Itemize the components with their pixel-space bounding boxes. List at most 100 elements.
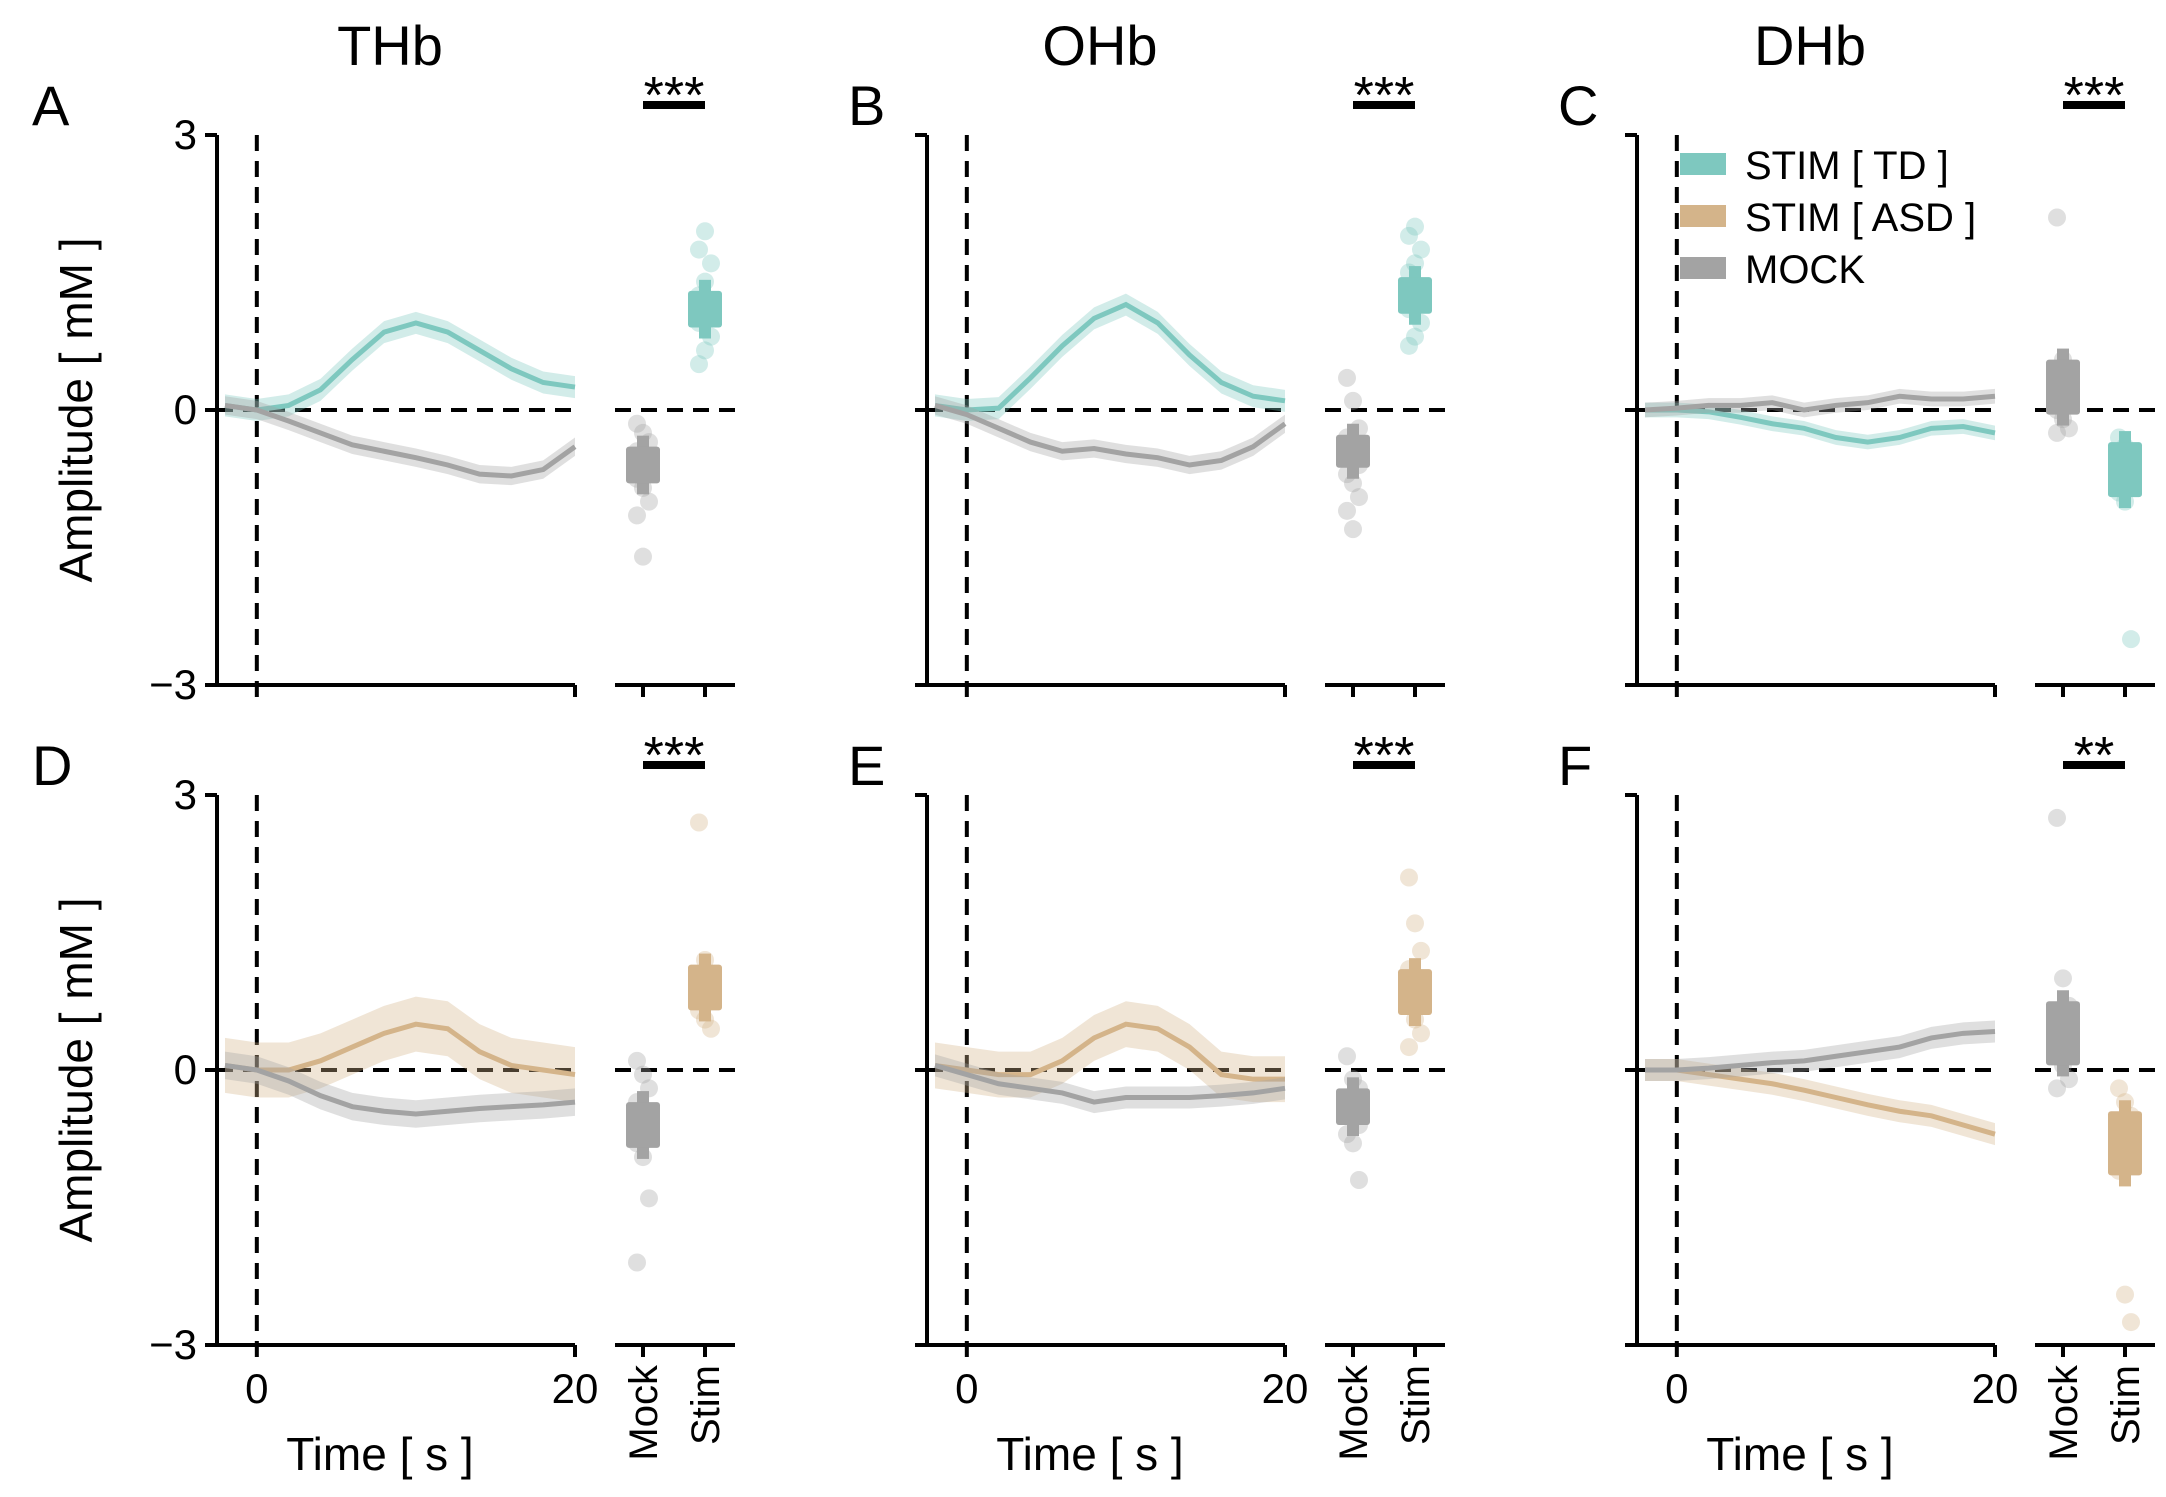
stim-subject-point: [696, 341, 714, 360]
x-axis-label: Time [ s ]: [996, 1428, 1183, 1480]
panel-letter: F: [1558, 734, 1592, 797]
stim-subject-point: [1412, 240, 1430, 259]
panel-c: C DHb ***: [1558, 14, 2155, 697]
mock-mean-marker: [2046, 1001, 2080, 1066]
mock-subject-point: [628, 1051, 646, 1070]
mock-subject-point: [1344, 474, 1362, 493]
mock-mean-marker: [1336, 434, 1370, 468]
panel-letter: C: [1558, 74, 1598, 137]
y-tick-label: −3: [149, 1321, 197, 1368]
panel-title: OHb: [1042, 14, 1157, 77]
mock-mean-marker: [2046, 359, 2080, 415]
mock-subject-point: [2048, 423, 2066, 442]
stim-mean-marker: [1398, 969, 1432, 1015]
series-line-mock: [1645, 1029, 1996, 1073]
series-line-mock: [1644, 393, 1996, 413]
mock-subject-point: [2048, 808, 2066, 827]
y-tick-label: 0: [174, 386, 197, 433]
y-axis-label: Amplitude [ mM ]: [50, 237, 102, 582]
legend-label: STIM [ TD ]: [1745, 144, 1949, 188]
mock-subject-point: [1338, 368, 1356, 387]
x-tick-label: 0: [245, 1365, 268, 1412]
series-band-mock: [225, 396, 575, 486]
panel-title: DHb: [1754, 14, 1866, 77]
panel-letter: D: [32, 734, 72, 797]
stim-subject-point: [1406, 914, 1424, 933]
stim-mean-marker: [688, 964, 722, 1011]
series-line-td: [934, 301, 1286, 413]
panel-title: THb: [337, 14, 443, 77]
panel-letter: A: [32, 74, 70, 137]
mock-tick-label: Mock: [2042, 1364, 2086, 1461]
panel-a: A THb 3 0 −3 *** Amplitude [ mM ]: [32, 14, 735, 708]
mock-subject-point: [628, 506, 646, 525]
mock-subject-point: [1338, 1047, 1356, 1066]
x-tick-label: 0: [955, 1365, 978, 1412]
x-axis-label: Time [ s ]: [1706, 1428, 1893, 1480]
stim-subject-point: [702, 1019, 720, 1038]
y-axis-label: Amplitude [ mM ]: [50, 897, 102, 1242]
legend: STIM [ TD ] STIM [ ASD ] MOCK: [1680, 144, 1976, 292]
panel-b: B OHb ***: [848, 14, 1445, 697]
stim-subject-point: [1400, 336, 1418, 355]
x-tick-label: 20: [552, 1365, 599, 1412]
mock-subject-point: [1338, 501, 1356, 520]
legend-swatch: [1680, 257, 1726, 279]
legend-swatch: [1680, 205, 1726, 227]
series-line-asd: [224, 1021, 576, 1078]
y-tick-label: 3: [174, 771, 197, 818]
mock-tick-label: Mock: [622, 1364, 666, 1461]
mock-subject-point: [634, 547, 652, 566]
stim-tick-label: Stim: [1394, 1365, 1438, 1445]
stim-subject-point: [696, 222, 714, 241]
mock-subject-point: [2054, 969, 2072, 988]
mock-subject-point: [640, 492, 658, 511]
stim-subject-point: [2122, 630, 2140, 649]
series-line-asd: [1645, 1067, 1996, 1137]
mock-subject-point: [1350, 488, 1368, 507]
stim-mean-marker: [1398, 277, 1432, 314]
stim-subject-point: [1412, 941, 1430, 960]
y-tick-label: 0: [174, 1046, 197, 1093]
x-tick-label: 20: [1972, 1365, 2019, 1412]
stim-subject-point: [702, 254, 720, 273]
significance-stars: **: [2074, 727, 2114, 785]
mock-subject-point: [1350, 1171, 1368, 1189]
series-line-td: [224, 320, 576, 413]
mock-tick-label: Mock: [1332, 1364, 1376, 1461]
stim-subject-point: [1400, 868, 1418, 887]
stim-subject-point: [1406, 217, 1424, 236]
stim-subject-point: [2110, 1079, 2128, 1098]
stim-subject-point: [1406, 327, 1424, 346]
mock-subject-point: [2048, 1079, 2066, 1098]
mock-subject-point: [634, 1065, 652, 1084]
stim-mean-marker: [2108, 1111, 2142, 1176]
stim-subject-point: [690, 240, 708, 259]
stim-subject-point: [2122, 1313, 2140, 1332]
legend-label: STIM [ ASD ]: [1745, 196, 1976, 240]
stim-subject-point: [1412, 1024, 1430, 1043]
stim-tick-label: Stim: [684, 1365, 728, 1445]
series-band-td: [935, 293, 1285, 421]
panel-letter: E: [848, 734, 885, 797]
panel-d: D 3 0 −3 0 20 Mock Stim *** Amplitude [ mM ] Time …: [32, 727, 735, 1480]
mock-subject-point: [1344, 520, 1362, 539]
stim-subject-point: [1400, 1038, 1418, 1057]
x-tick-label: 0: [1665, 1365, 1688, 1412]
mock-subject-point: [628, 414, 646, 433]
mock-subject-point: [1344, 391, 1362, 410]
series-line-mock: [224, 402, 577, 479]
stim-subject-point: [690, 355, 708, 374]
series-band-mock: [1645, 388, 1995, 418]
significance-stars: ***: [1354, 67, 1415, 125]
mock-subject-point: [1344, 1134, 1362, 1153]
legend-swatch: [1680, 153, 1726, 175]
y-tick-label: −3: [149, 661, 197, 708]
mock-mean-marker: [1336, 1088, 1370, 1125]
stim-mean-marker: [2108, 442, 2142, 498]
x-axis-label: Time [ s ]: [286, 1428, 473, 1480]
mock-subject-point: [2048, 208, 2066, 227]
series-line-asd: [934, 1021, 1285, 1082]
series-line-mock: [934, 1063, 1286, 1105]
